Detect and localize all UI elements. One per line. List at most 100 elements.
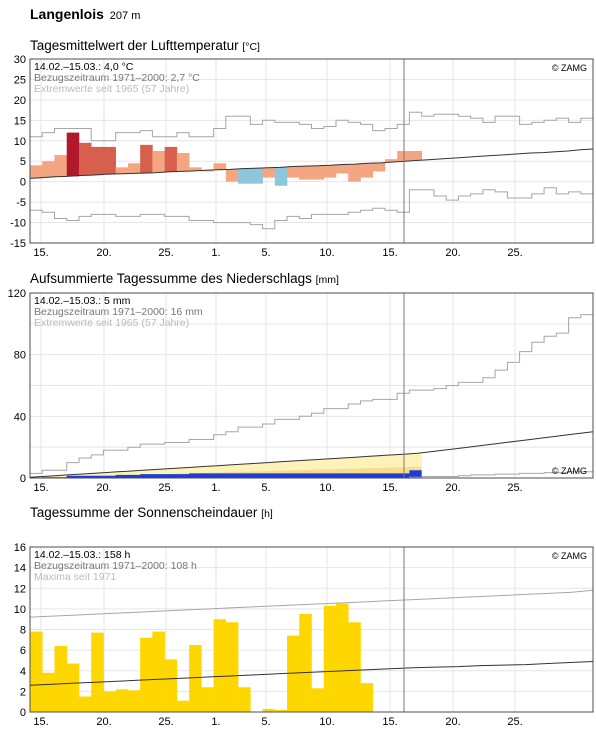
y-tick-label: 12 [14, 583, 26, 595]
sunshine-bar [274, 709, 288, 712]
y-tick-label: 14 [14, 563, 26, 575]
y-tick-label: -10 [10, 218, 26, 230]
sunshine-bar [201, 687, 214, 712]
x-tick-label: 10. [319, 716, 334, 728]
info-line-2: Bezugszeitraum 1971–2000: 108 h [34, 560, 197, 572]
sunshine-bar [299, 614, 312, 712]
sunshine-bar [140, 637, 153, 712]
copyright-label: © ZAMG [552, 466, 587, 476]
temperature-anomaly-bar [189, 167, 202, 172]
temperature-anomaly-bar [115, 167, 129, 174]
sunshine-bar [287, 635, 300, 712]
x-tick-label: 25. [158, 482, 173, 492]
sunshine-bar [336, 603, 349, 712]
y-tick-label: 25 [14, 74, 26, 86]
temperature-anomaly-bar [201, 170, 214, 172]
x-tick-label: 20. [445, 482, 460, 492]
y-tick-label: 80 [14, 350, 26, 362]
sunshine-bar [311, 688, 325, 712]
temperature-anomaly-bar [54, 155, 68, 177]
temperature-anomaly-bar [238, 168, 251, 184]
sunshine-unit: [h] [261, 508, 273, 520]
temperature-anomaly-bar [250, 168, 263, 184]
x-tick-label: 15. [33, 482, 48, 492]
x-tick-label: 25. [158, 247, 173, 259]
x-tick-label: 20. [445, 716, 460, 728]
y-tick-label: 30 [14, 54, 26, 66]
sunshine-bar [238, 687, 251, 712]
info-line-3: Maxima seit 1971 [34, 571, 116, 583]
sunshine-bar [189, 644, 202, 712]
sunshine-bar [225, 622, 239, 712]
maxima-line [29, 589, 594, 618]
x-tick-label: 20. [96, 482, 111, 492]
info-line-3: Extremwerte seit 1965 (57 Jahre) [34, 83, 189, 95]
x-tick-label: 25. [507, 247, 522, 259]
x-tick-label: 25. [158, 716, 173, 728]
temperature-anomaly-bar [360, 163, 374, 178]
temperature-anomaly-bar [262, 167, 276, 178]
temperature-anomaly-bar [127, 163, 141, 174]
temperature-anomaly-bar [103, 146, 116, 175]
precipitation-chart: 120 80 40 0 15. 20. 25. 1. 5. 10. 15. 20. 25. 14.02.–… [8, 288, 594, 492]
temperature-anomaly-bar [78, 142, 92, 176]
temperature-anomaly-bar [91, 146, 104, 176]
plot-frame [29, 546, 594, 713]
y-tick-label: 15 [14, 115, 26, 127]
temperature-anomaly-bar [409, 151, 422, 161]
x-tick-label: 15. [382, 716, 397, 728]
x-tick-label: 25. [507, 716, 522, 728]
x-tick-label: 15. [33, 247, 48, 259]
sunshine-chart-title: Tagessumme der Sonnenscheindauer [h] [30, 505, 273, 520]
temperature-anomaly-bar [274, 167, 288, 186]
temperature-anomaly-bar [152, 151, 165, 173]
y-tick-label: 4 [20, 666, 26, 678]
extreme-max-line [30, 314, 593, 474]
x-tick-label: 10. [319, 247, 334, 259]
extreme-max-line [30, 111, 593, 142]
info-line-2: Bezugszeitraum 1971–2000: 2,7 °C [34, 72, 200, 84]
sunshine-bar [213, 619, 227, 712]
y-tick-label: 0 [20, 177, 26, 189]
temperature-anomaly-bar [213, 163, 227, 170]
y-tick-label: 10 [14, 604, 26, 616]
sunshine-bar [323, 605, 337, 712]
y-tick-label: 16 [14, 542, 26, 554]
temperature-anomaly-bar [287, 166, 300, 178]
plot-frame [29, 292, 594, 479]
accumulated-precipitation-area [30, 470, 422, 478]
y-tick-label: -15 [10, 238, 26, 250]
sunshine-bar [348, 622, 361, 712]
temperature-anomaly-bar [140, 144, 153, 174]
temperature-anomaly-bar [30, 165, 43, 179]
x-tick-label: 20. [96, 247, 111, 259]
precipitation-chart-title: Aufsummierte Tagessumme des Niederschlag… [30, 271, 339, 286]
temperature-anomaly-bar [348, 164, 361, 182]
x-tick-label: 25. [507, 482, 522, 492]
temperature-unit: [°C] [242, 41, 260, 53]
sunshine-bar [103, 691, 116, 712]
station-title: Langenlois 207 m [30, 6, 140, 22]
temperature-anomaly-bar [384, 159, 398, 163]
x-tick-label: 15. [382, 482, 397, 492]
sunshine-bar [78, 696, 92, 712]
reference-mean-line [29, 148, 594, 179]
x-tick-label: 10. [319, 482, 334, 492]
temperature-anomaly-bar [42, 161, 55, 178]
info-line-2: Bezugszeitraum 1971–2000: 16 mm [34, 306, 203, 318]
sunshine-bar [164, 659, 178, 712]
station-altitude: 207 m [109, 10, 141, 22]
y-tick-label: 2 [20, 686, 26, 698]
reference-mean-line [29, 431, 594, 478]
x-tick-label: 5. [261, 716, 270, 728]
info-line-1: 14.02.–15.03.: 158 h [34, 549, 130, 561]
y-tick-label: 8 [20, 625, 26, 637]
temperature-anomaly-bar [336, 164, 349, 174]
sunshine-bar [115, 689, 129, 712]
x-tick-label: 20. [445, 247, 460, 259]
sunshine-chart: 16 14 12 10 8 6 4 2 0 15. 20. 25. 1. 5. 10. 15. 20. 25. 14… [14, 542, 594, 728]
copyright-label: © ZAMG [552, 63, 587, 73]
precipitation-unit: [mm] [315, 274, 339, 286]
temperature-anomaly-bar [323, 165, 337, 178]
x-tick-label: 1. [211, 247, 220, 259]
